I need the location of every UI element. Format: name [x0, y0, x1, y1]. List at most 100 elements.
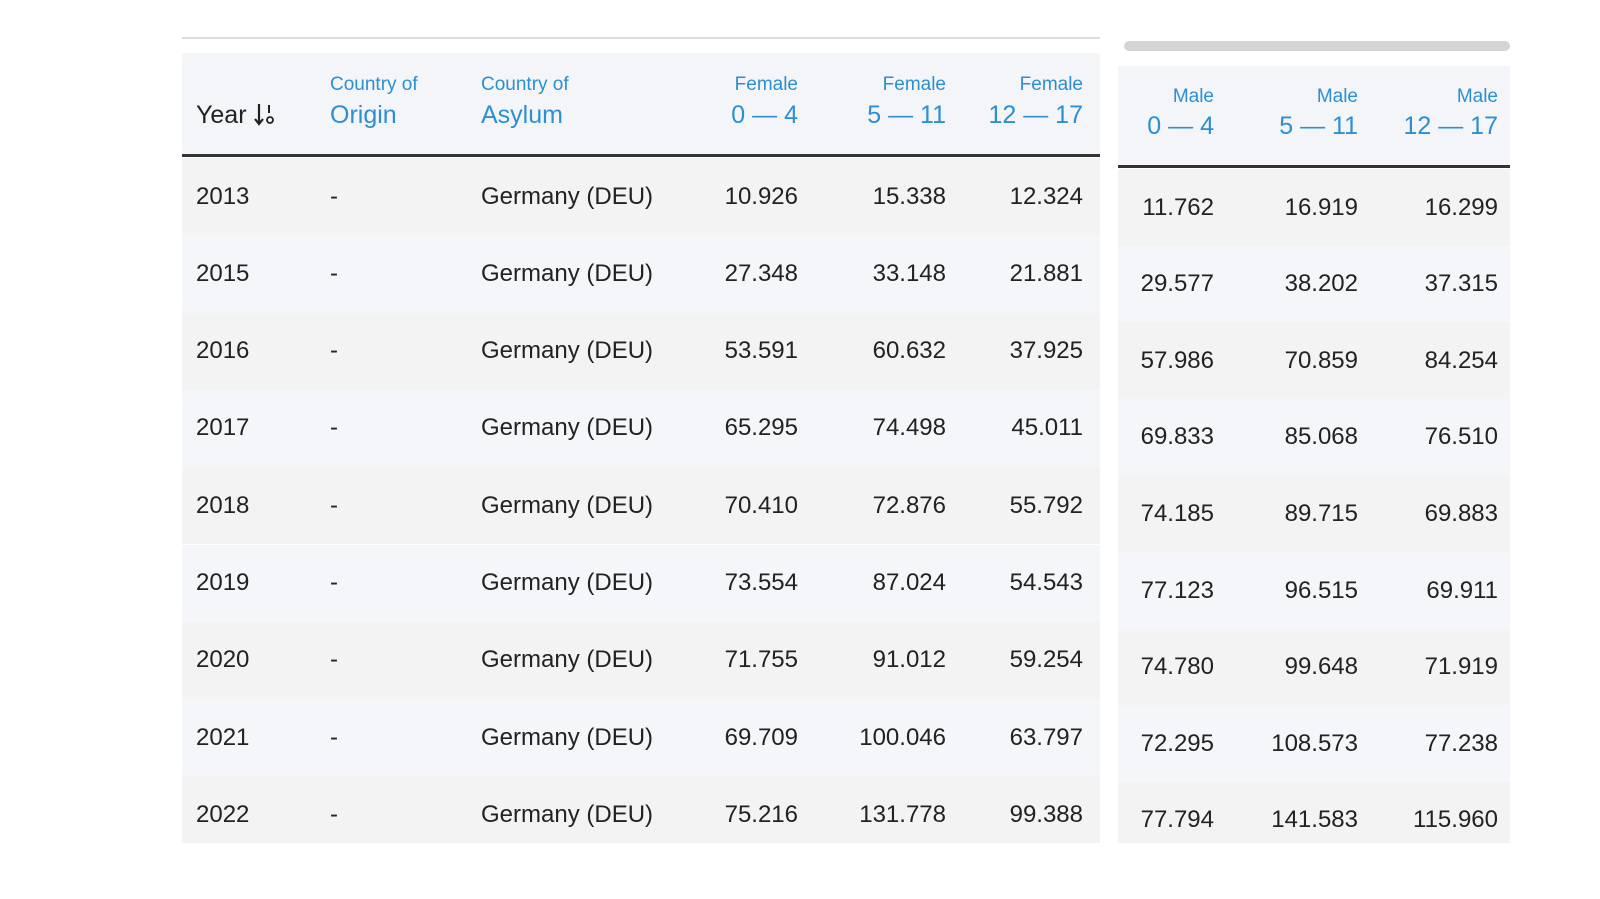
table-cell: 27.348	[724, 259, 798, 287]
table-cell: 60.632	[872, 337, 946, 365]
table-cell: -	[330, 491, 338, 519]
top-rule	[182, 37, 1100, 39]
table-row	[1118, 322, 1510, 399]
table-cell: 131.778	[859, 800, 946, 828]
left-header-rule	[182, 154, 1100, 157]
table-cell: 71.919	[1424, 653, 1498, 681]
table-cell: 87.024	[872, 569, 946, 596]
column-header-top[interactable]: Female	[1019, 74, 1083, 95]
column-header[interactable]: 0 — 4	[1147, 112, 1214, 140]
table-cell: 2015	[196, 259, 250, 287]
table-cell: -	[330, 800, 338, 828]
column-header-top[interactable]: Male	[1456, 86, 1498, 107]
table-cell: Germany (DEU)	[481, 723, 654, 751]
column-header[interactable]: Origin	[330, 101, 397, 129]
table-cell: 53.591	[724, 337, 798, 365]
table-row	[1118, 781, 1510, 843]
table-cell: 2021	[196, 723, 250, 751]
table-cell: 72.876	[872, 491, 946, 519]
table-cell: 100.046	[859, 723, 946, 751]
table-row	[182, 544, 1100, 622]
table-cell: 91.012	[872, 646, 946, 674]
table-cell: 77.238	[1424, 729, 1498, 757]
right-header-rule	[1118, 165, 1510, 168]
scrollbar[interactable]	[1124, 41, 1510, 51]
table-cell: 77.123	[1140, 576, 1214, 604]
table-cell: 29.577	[1140, 270, 1214, 298]
table-cell: 89.715	[1284, 499, 1358, 527]
table-cell: 2022	[196, 800, 250, 828]
table-row	[1118, 628, 1510, 706]
table-cell: Germany (DEU)	[481, 182, 654, 210]
table-cell: 69.883	[1424, 499, 1498, 527]
table-cell: Germany (DEU)	[481, 569, 654, 596]
column-header[interactable]: 12 — 17	[988, 101, 1083, 129]
table-row	[1118, 475, 1510, 552]
table-row	[182, 235, 1100, 313]
table-cell: 2019	[196, 569, 250, 596]
table-cell: 45.011	[1011, 414, 1083, 442]
table-cell: 99.648	[1284, 653, 1358, 681]
table-cell: 57.986	[1140, 346, 1214, 374]
table-cell: 2020	[196, 646, 250, 674]
table-cell: 54.543	[1009, 569, 1083, 596]
table-row	[182, 699, 1100, 777]
table-cell: 74.185	[1140, 499, 1214, 527]
table-cell: 37.925	[1009, 337, 1083, 365]
table-cell: 84.254	[1424, 346, 1498, 374]
table-cell: -	[330, 723, 338, 751]
column-header[interactable]: 12 — 17	[1403, 112, 1498, 140]
table-cell: 63.797	[1009, 723, 1083, 751]
table-cell: 72.295	[1140, 729, 1214, 757]
table-cell: 71.755	[724, 646, 798, 674]
table-cell: 2013	[196, 182, 250, 210]
table-cell: -	[330, 337, 338, 365]
left-header-bg	[182, 53, 1100, 155]
column-header[interactable]: 5 — 11	[867, 101, 946, 129]
table-cell: 76.510	[1424, 423, 1498, 451]
table-cell: 73.554	[724, 569, 798, 596]
table-cell: 141.583	[1271, 806, 1358, 834]
column-header[interactable]: 5 — 11	[1279, 112, 1358, 140]
column-header[interactable]: Asylum	[481, 101, 563, 129]
table-cell: 16.299	[1424, 193, 1498, 221]
table-cell: 65.295	[724, 414, 798, 442]
column-header[interactable]: Year	[196, 101, 247, 129]
table-cell: Germany (DEU)	[481, 259, 654, 287]
table-row	[182, 621, 1100, 700]
table-cell: -	[330, 569, 338, 596]
table-cell: 21.881	[1009, 259, 1083, 287]
table-cell: 59.254	[1009, 646, 1083, 674]
table-cell: 96.515	[1284, 576, 1358, 604]
table-cell: 2017	[196, 414, 250, 442]
table-cell: 38.202	[1284, 270, 1358, 298]
table-row	[182, 312, 1100, 390]
table-row	[1118, 245, 1510, 323]
table-cell: -	[330, 646, 338, 674]
table-cell: 70.859	[1284, 346, 1358, 374]
column-header-top[interactable]: Male	[1172, 86, 1214, 107]
column-header-top[interactable]: Female	[882, 74, 946, 95]
table-cell: 55.792	[1009, 491, 1083, 519]
table-cell: 69.709	[724, 723, 798, 751]
table-row	[1118, 552, 1510, 629]
table-cell: 33.148	[872, 259, 946, 287]
table-cell: 74.498	[872, 414, 946, 442]
column-header-top[interactable]: Country of	[481, 74, 569, 95]
table-row	[182, 389, 1100, 468]
table-row	[182, 776, 1100, 843]
column-header-top[interactable]: Female	[734, 74, 798, 95]
table-cell: 11.762	[1142, 193, 1214, 221]
table-cell: 37.315	[1424, 270, 1498, 298]
table-cell: Germany (DEU)	[481, 800, 654, 828]
table-cell: Germany (DEU)	[481, 337, 654, 365]
column-header[interactable]: 0 — 4	[731, 101, 798, 129]
table-cell: 2018	[196, 491, 250, 519]
column-header-top[interactable]: Country of	[330, 74, 418, 95]
table-cell: 74.780	[1140, 653, 1214, 681]
column-header-top[interactable]: Male	[1316, 86, 1358, 107]
table-cell: Germany (DEU)	[481, 646, 654, 674]
table-cell: 85.068	[1284, 423, 1358, 451]
sort-icon[interactable]	[254, 102, 276, 128]
table-cell: 15.338	[872, 182, 946, 210]
